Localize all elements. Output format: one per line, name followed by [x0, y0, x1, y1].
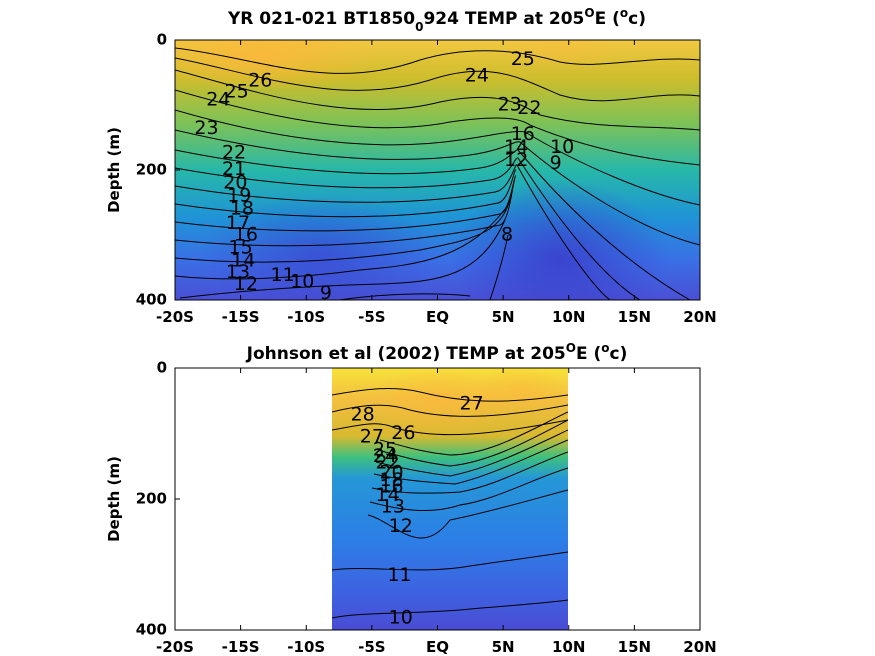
top-contour-label-19: 24 — [465, 64, 489, 86]
top-x-tick-label-4: EQ — [426, 308, 449, 326]
bottom-x-tick-label-5: 5N — [492, 638, 515, 656]
bottom-contour-label-3: 26 — [391, 422, 415, 444]
bottom-panel-title: Johnson et al (2002) TEMP at 205OE (oc) — [246, 341, 628, 364]
top-y-tick-label-2: 400 — [136, 291, 167, 309]
top-contour-label-13: 13 — [226, 261, 250, 283]
top-contour-label-14: 12 — [234, 273, 258, 295]
bottom-x-tick-label-4: EQ — [426, 638, 449, 656]
top-contour-label-12: 14 — [231, 250, 255, 272]
bottom-contour-label-2: 27 — [360, 425, 384, 447]
top-x-tick-label-1: -15S — [222, 308, 260, 326]
top-contour-label-4: 22 — [222, 142, 246, 164]
bottom-x-tick-label-0: -20S — [156, 638, 194, 656]
top-contour-label-6: 20 — [223, 172, 247, 194]
bottom-y-tick-label-1: 200 — [136, 490, 167, 508]
bottom-x-axis: -20S -15S -10S -5S EQ 5N 10N 15N 20N — [156, 368, 717, 656]
bottom-contour-label-13: 11 — [387, 564, 411, 586]
top-panel: YR 021-021 BT18500924 TEMP at 205OE (oc) — [105, 6, 717, 326]
top-x-tick-label-5: 5N — [492, 308, 515, 326]
bottom-contour-label-1: 27 — [460, 393, 484, 415]
top-contour-label-27: 8 — [501, 224, 513, 246]
bottom-x-tick-label-1: -15S — [222, 638, 260, 656]
top-y-tick-label-0: 0 — [157, 31, 167, 49]
bottom-contour-label-6: 22 — [376, 451, 400, 473]
top-contour-label-1: 25 — [225, 81, 249, 103]
top-contour-label-3: 23 — [194, 117, 218, 139]
top-x-tick-label-7: 15N — [618, 308, 651, 326]
bottom-contour-label-8: 18 — [379, 469, 403, 491]
top-colormap — [175, 40, 700, 300]
bottom-contour-label-14: 10 — [389, 607, 413, 629]
top-x-tick-label-2: -10S — [287, 308, 325, 326]
top-contour-label-5: 21 — [222, 158, 246, 180]
top-x-tick-label-0: -20S — [156, 308, 194, 326]
bottom-panel: Johnson et al (2002) TEMP at 205OE (oc) — [105, 341, 717, 656]
top-x-tick-label-3: -5S — [358, 308, 385, 326]
top-x-tick-label-8: 20N — [683, 308, 716, 326]
top-contour-label-16: 10 — [290, 270, 314, 292]
top-contour-label-9: 17 — [226, 212, 250, 234]
bottom-x-tick-label-8: 20N — [683, 638, 716, 656]
bottom-contour-label-10: 14 — [376, 484, 400, 506]
top-contour-label-26: 9 — [550, 152, 562, 174]
bottom-contour-label-7: 20 — [379, 461, 403, 483]
bottom-x-tick-label-2: -10S — [287, 638, 325, 656]
top-x-tick-label-6: 10N — [552, 308, 585, 326]
top-y-axis: 0 200 400 — [136, 31, 180, 309]
top-contour-lines — [175, 47, 700, 300]
top-contour-label-20: 23 — [498, 94, 522, 116]
top-contour-label-25: 10 — [550, 136, 574, 158]
bottom-x-tick-label-7: 15N — [618, 638, 651, 656]
top-contour-label-0: 26 — [248, 69, 272, 91]
top-contour-label-24: 12 — [504, 149, 528, 171]
bottom-y-axis: 0 200 400 — [136, 359, 180, 639]
top-contour-label-18: 25 — [511, 48, 535, 70]
top-contour-label-21: 22 — [517, 97, 541, 119]
bottom-x-tick-label-6: 10N — [552, 638, 585, 656]
top-x-axis: -20S -15S -10S -5S EQ 5N 10N 15N 20N — [156, 40, 717, 326]
top-contour-label-22: 16 — [511, 123, 535, 145]
top-contour-label-8: 18 — [230, 198, 254, 220]
top-y-axis-label: Depth (m) — [105, 127, 123, 213]
bottom-y-axis-label: Depth (m) — [105, 456, 123, 542]
bottom-contour-label-4: 25 — [373, 438, 397, 460]
bottom-contour-label-5: 24 — [373, 445, 397, 467]
bottom-contour-lines — [332, 388, 568, 619]
bottom-contour-label-9: 16 — [379, 476, 403, 498]
top-contour-label-23: 14 — [504, 136, 528, 158]
top-panel-title: YR 021-021 BT18500924 TEMP at 205OE (oc) — [227, 6, 646, 34]
bottom-contour-label-12: 12 — [389, 515, 413, 537]
bottom-y-tick-label-0: 0 — [157, 359, 167, 377]
top-contour-label-7: 19 — [227, 185, 251, 207]
bottom-contour-label-0: 28 — [351, 404, 375, 426]
top-contour-label-10: 16 — [234, 224, 258, 246]
top-contour-label-17: 9 — [320, 282, 332, 304]
top-contour-label-11: 15 — [229, 237, 253, 259]
top-y-tick-label-1: 200 — [136, 161, 167, 179]
bottom-contour-label-11: 13 — [381, 495, 405, 517]
bottom-y-tick-label-2: 400 — [136, 621, 167, 639]
top-contour-label-2: 24 — [206, 88, 230, 110]
top-contour-label-15: 11 — [271, 264, 295, 286]
bottom-x-tick-label-3: -5S — [358, 638, 385, 656]
bottom-colormap — [332, 368, 568, 630]
